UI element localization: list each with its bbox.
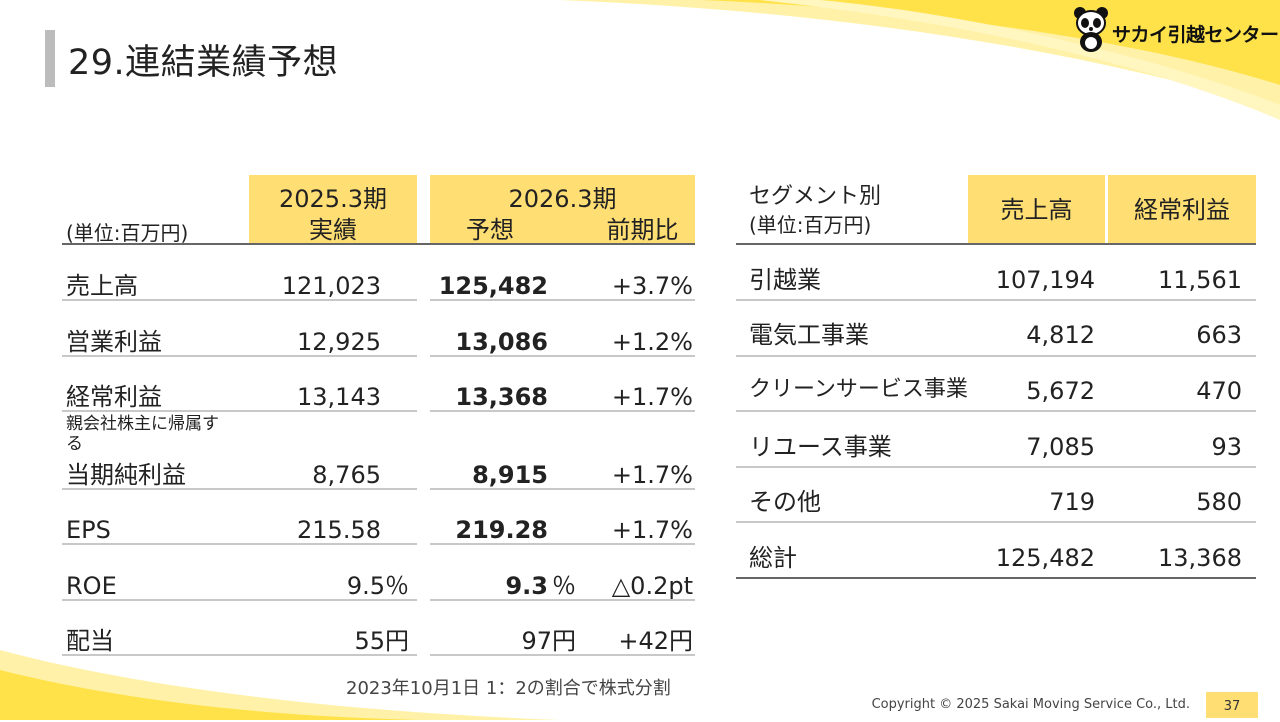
segment-profit: 580 [1196,488,1242,516]
row-label-prefix: 親会社株主に帰属す る [66,414,219,455]
row-label: 当期純利益 [66,461,186,489]
row-actual: 12,925 [297,328,381,356]
segment-label: クリーンサービス事業 [749,377,968,402]
row-actual: 215.58 [297,516,381,544]
row-forecast: 125,482 [438,272,548,300]
row-divider [430,299,695,301]
segment-label: リユース事業 [749,433,892,461]
row-yoy: +1.7% [611,516,693,544]
row-divider [62,543,417,545]
row-yoy: +42円 [618,627,693,655]
row-label: 営業利益 [66,328,162,356]
row-actual: 13,143 [297,383,381,411]
stock-split-note: 2023年10月1日 1：2の割合で株式分割 [346,678,671,699]
row-divider [62,355,417,357]
title-accent-bar [45,30,55,87]
right-total-rule [736,577,1256,579]
row-actual: 8,765 [312,461,381,489]
row-divider [736,521,1256,523]
segment-label: 総計 [749,544,797,572]
row-divider [62,654,417,656]
header-2025-sub: 実績 [309,216,357,244]
row-divider [62,410,417,412]
left-header-rule [62,243,695,245]
row-forecast: 97円 [521,627,576,655]
row-label: 経常利益 [66,383,162,411]
segment-profit: 11,561 [1158,266,1242,294]
row-divider [62,299,417,301]
header-sales: 売上高 [1000,196,1073,224]
header-2026-yoy: 前期比 [606,216,679,244]
row-label: EPS [66,516,111,544]
page-title: 29.連結業績予想 [68,43,339,83]
row-actual: 9.5％ [346,572,409,600]
row-forecast: 13,368 [455,383,548,411]
row-divider [430,488,695,490]
row-actual: 55円 [354,627,409,655]
row-forecast: 13,086 [455,328,548,356]
copyright-text: Copyright © 2025 Sakai Moving Service Co… [871,697,1190,712]
header-2026-title: 2026.3期 [508,185,617,213]
row-divider [430,355,695,357]
header-cell-sales [968,175,1105,244]
company-logo: サカイ引越センター [1072,6,1279,56]
row-label: ROE [66,572,117,600]
row-divider [430,410,695,412]
panda-icon [1074,7,1108,52]
row-label: 売上高 [66,272,138,300]
row-forecast: 8,915 [472,461,548,489]
segment-sales: 719 [1049,488,1095,516]
row-yoy: +3.7% [611,272,693,300]
row-forecast: 219.28 [455,516,548,544]
segment-label: 引越業 [749,266,821,294]
segment-profit: 13,368 [1158,544,1242,572]
segment-profit: 93 [1211,433,1242,461]
row-forecast: 9.3 [505,572,548,600]
header-profit: 経常利益 [1134,196,1230,224]
row-divider [62,599,417,601]
row-yoy: +1.7% [611,461,693,489]
row-divider [62,488,417,490]
right-header-rule [736,243,1256,245]
segment-label: その他 [749,488,821,516]
segment-label: 電気工事業 [749,321,869,349]
row-divider [736,466,1256,468]
header-cell-profit [1108,175,1256,244]
segment-sales: 4,812 [1026,321,1095,349]
segment-sales: 7,085 [1026,433,1095,461]
row-actual: 121,023 [281,272,381,300]
row-yoy: +1.7% [611,383,693,411]
page-number: 37 [1206,692,1258,718]
segment-profit: 470 [1196,377,1242,405]
logo-text: サカイ引越センター [1112,24,1279,46]
row-yoy: △0.2pt [611,572,693,600]
row-divider [736,299,1256,301]
right-unit-label: (単位:百万円) [749,213,872,237]
row-divider [430,599,695,601]
header-cell-2026 [430,175,695,244]
row-forecast-unit: ％ [552,572,576,600]
header-2026-forecast: 予想 [466,216,514,244]
segment-sales: 125,482 [995,544,1095,572]
row-label: 配当 [66,627,114,655]
segment-profit: 663 [1196,321,1242,349]
left-unit-label: (単位:百万円) [66,221,189,245]
row-divider [430,543,695,545]
segment-sales: 107,194 [995,266,1095,294]
row-divider [736,410,1256,412]
row-divider [430,654,695,656]
row-divider [736,355,1256,357]
header-cell-2025 [249,175,417,244]
segment-sales: 5,672 [1026,377,1095,405]
row-yoy: +1.2% [611,328,693,356]
header-2025-title: 2025.3期 [279,185,387,213]
segment-title: セグメント別 [749,184,882,209]
